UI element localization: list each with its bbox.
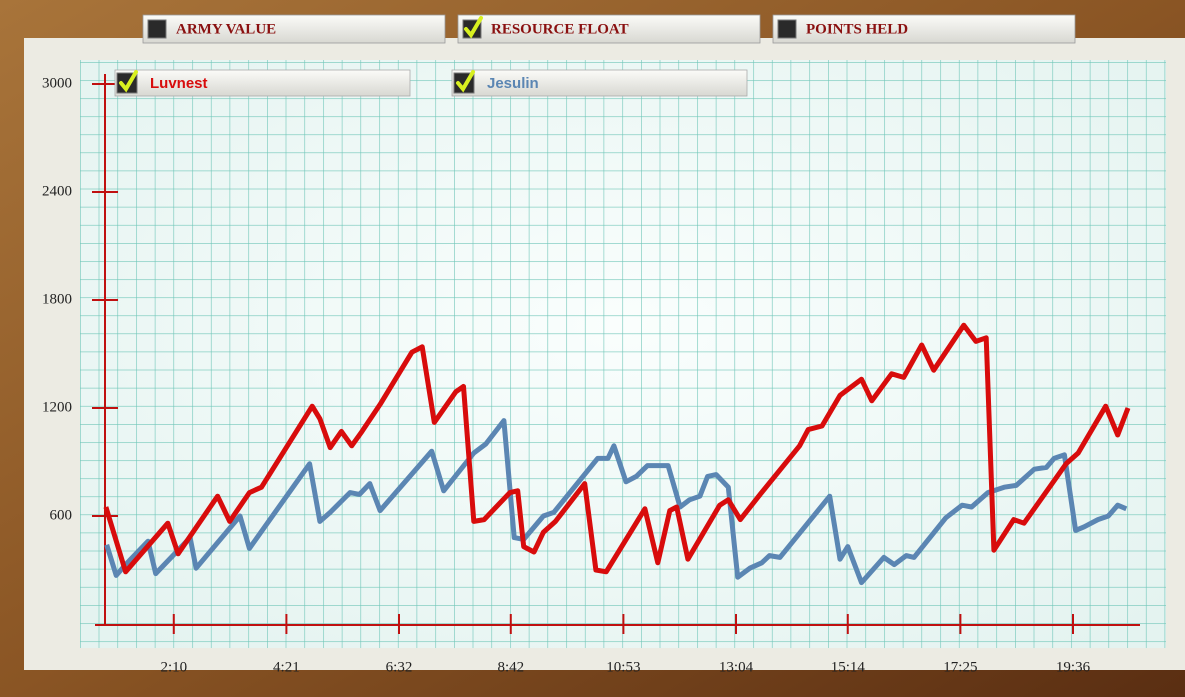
tab-button [772, 14, 1076, 44]
x-tick-label: 2:10 [160, 659, 187, 675]
x-tick-label: 17:25 [943, 659, 977, 675]
legend-label[interactable]: Jesulin [487, 75, 539, 92]
tab[interactable]: ARMY VALUE [142, 14, 446, 44]
legend-label[interactable]: Luvnest [150, 75, 208, 92]
y-tick-label: 600 [50, 507, 73, 523]
tab-label[interactable]: POINTS HELD [806, 21, 908, 37]
legend-entry[interactable]: Jesulin [451, 69, 748, 97]
checkmark [464, 16, 483, 39]
legend-box [114, 69, 411, 97]
x-tick-label: 13:04 [719, 659, 754, 675]
checkmark [456, 70, 475, 93]
legend: Luvnest Jesulin [114, 69, 748, 97]
tabs: ARMY VALUE RESOURCE FLOAT POINTS HELD [142, 14, 1076, 44]
checkmark [119, 70, 138, 93]
series-line [104, 418, 1128, 586]
x-tick-label: 19:36 [1056, 659, 1091, 675]
tab-button [457, 14, 761, 44]
x-tick-label: 4:21 [273, 659, 300, 675]
x-tick-label: 8:42 [497, 659, 524, 675]
tab-label[interactable]: RESOURCE FLOAT [491, 21, 629, 37]
tab[interactable]: POINTS HELD [772, 14, 1076, 44]
x-tick-label: 15:14 [831, 659, 866, 675]
checkbox[interactable] [777, 19, 797, 39]
legend-entry[interactable]: Luvnest [114, 69, 411, 97]
tab[interactable]: RESOURCE FLOAT [457, 14, 761, 44]
tab-button [142, 14, 446, 44]
axes: 600 1200 1800 2400 3000 2:10 4:21 6:32 8:42 10:53… [42, 74, 1140, 675]
y-tick-label: 2400 [42, 183, 72, 199]
series-line [103, 322, 1131, 575]
x-tick-label: 10:53 [606, 659, 640, 675]
y-tick-label: 1800 [42, 291, 72, 307]
y-tick-label: 1200 [42, 399, 72, 415]
tab-label[interactable]: ARMY VALUE [176, 21, 276, 37]
y-tick-label: 3000 [42, 75, 72, 91]
grid [80, 60, 1166, 648]
x-tick-label: 6:32 [386, 659, 413, 675]
plot [103, 322, 1131, 586]
legend-box [451, 69, 748, 97]
checkbox[interactable] [147, 19, 167, 39]
